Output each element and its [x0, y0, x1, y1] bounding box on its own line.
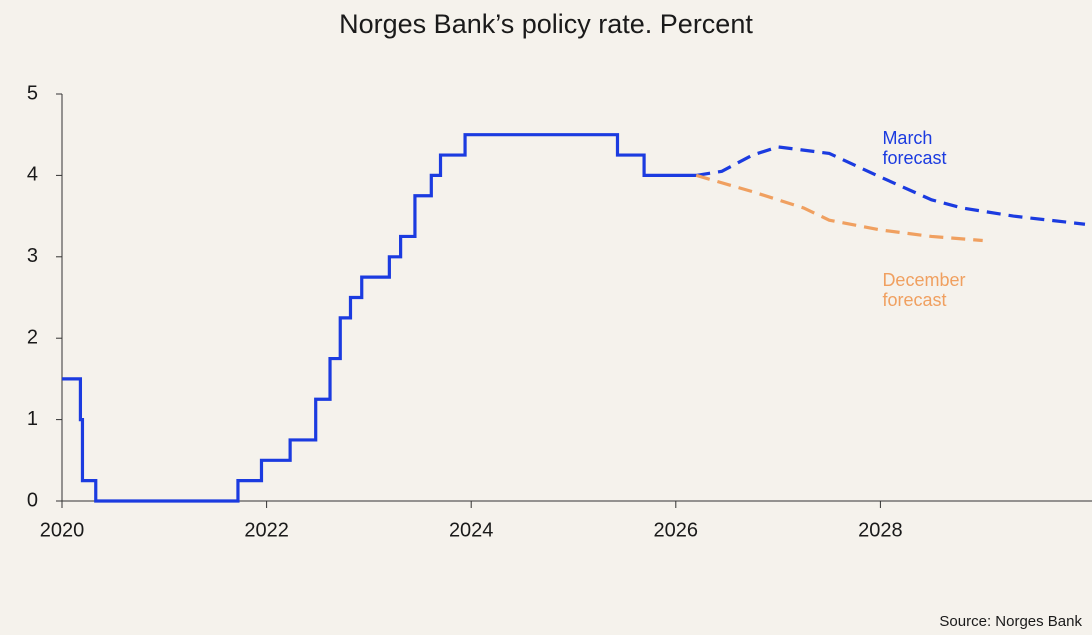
annotation-line: forecast — [882, 290, 946, 310]
forecast-line — [695, 173, 983, 243]
y-tick-label: 2 — [27, 326, 38, 348]
x-tick-label: 2020 — [40, 519, 85, 541]
annotation: December forecast — [882, 270, 965, 310]
chart-title: Norges Bank’s policy rate. Percent — [339, 9, 753, 39]
annotation-line: December — [882, 270, 965, 290]
y-tick-label: 3 — [27, 245, 38, 267]
forecast-line — [696, 145, 1086, 226]
x-tick-label: 2024 — [449, 519, 494, 541]
x-tick-label: 2026 — [654, 519, 699, 541]
y-tick-label: 5 — [27, 82, 38, 104]
annotation: March forecast — [882, 128, 946, 168]
annotation-line: March — [882, 128, 932, 148]
x-tick-label: 2028 — [858, 519, 903, 541]
source: Source: Norges Bank — [939, 613, 1082, 630]
y-tick-label: 1 — [27, 408, 38, 430]
y-tick-label: 0 — [27, 489, 38, 511]
y-tick-label: 4 — [27, 164, 38, 186]
policy-rate-line — [62, 133, 697, 503]
x-tick-label: 2022 — [244, 519, 289, 541]
annotation-line: forecast — [882, 148, 946, 168]
